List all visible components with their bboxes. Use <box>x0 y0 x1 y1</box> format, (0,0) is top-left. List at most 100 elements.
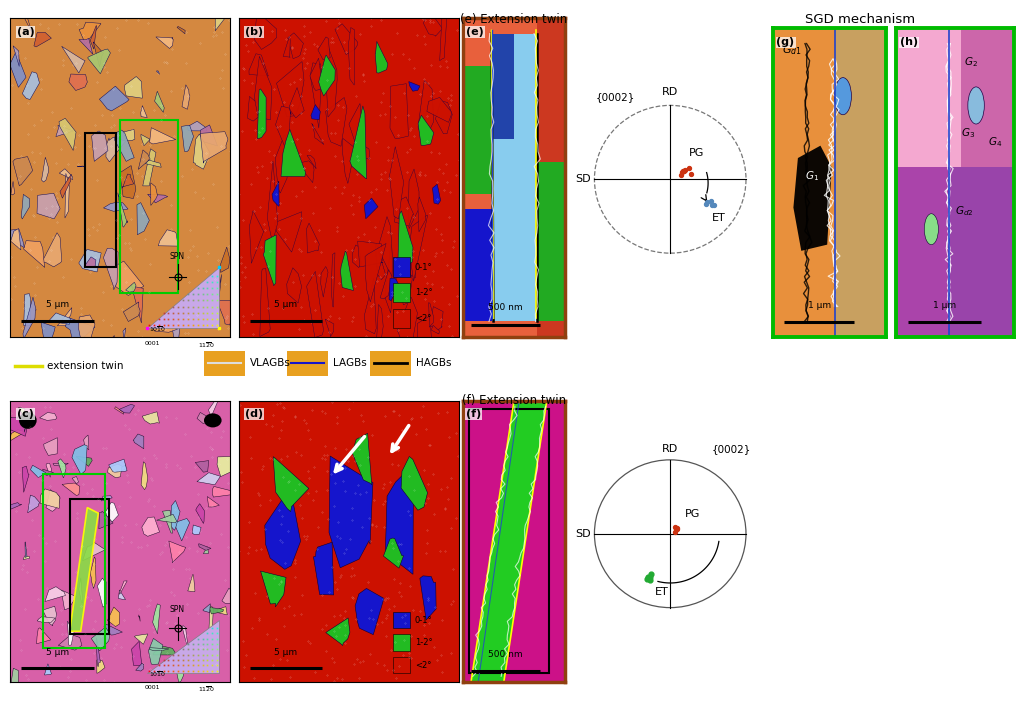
Polygon shape <box>84 435 89 450</box>
Polygon shape <box>146 267 219 328</box>
Polygon shape <box>212 486 234 497</box>
Point <box>642 572 658 583</box>
Polygon shape <box>152 323 177 333</box>
Polygon shape <box>11 181 14 195</box>
Text: 0001: 0001 <box>144 685 160 690</box>
Polygon shape <box>20 6 33 33</box>
Polygon shape <box>91 627 110 651</box>
Polygon shape <box>58 634 82 650</box>
Polygon shape <box>199 543 211 550</box>
Bar <box>393 309 411 328</box>
Bar <box>961 28 1014 167</box>
Polygon shape <box>66 317 95 344</box>
Polygon shape <box>79 250 101 272</box>
Polygon shape <box>99 86 129 111</box>
Polygon shape <box>108 464 122 478</box>
Polygon shape <box>23 466 29 492</box>
Polygon shape <box>267 161 278 239</box>
Polygon shape <box>96 638 100 667</box>
Polygon shape <box>326 618 350 645</box>
Ellipse shape <box>835 77 851 115</box>
Bar <box>393 612 411 628</box>
Polygon shape <box>123 302 140 321</box>
Polygon shape <box>79 315 95 341</box>
Polygon shape <box>410 215 427 281</box>
Point <box>698 199 715 210</box>
Point <box>667 522 683 533</box>
Polygon shape <box>289 87 304 118</box>
Polygon shape <box>418 316 432 354</box>
Bar <box>393 634 411 651</box>
Polygon shape <box>8 415 27 437</box>
Polygon shape <box>276 62 304 117</box>
Polygon shape <box>98 511 113 529</box>
Text: (f) Extension twin: (f) Extension twin <box>462 394 566 406</box>
Polygon shape <box>46 490 60 511</box>
Polygon shape <box>119 590 126 600</box>
Bar <box>85 133 116 267</box>
Text: (b): (b) <box>245 27 263 37</box>
Text: {0002}: {0002} <box>596 92 635 102</box>
Point <box>675 165 691 176</box>
Text: (e) Extension twin: (e) Extension twin <box>461 13 567 25</box>
Polygon shape <box>176 302 191 326</box>
Polygon shape <box>196 460 209 472</box>
Polygon shape <box>57 459 66 478</box>
Text: 5 μm: 5 μm <box>274 647 298 657</box>
Text: HAGBs: HAGBs <box>416 359 452 368</box>
Polygon shape <box>197 413 211 424</box>
Text: 0-1°: 0-1° <box>415 616 432 624</box>
Point <box>642 574 658 586</box>
Polygon shape <box>420 576 436 620</box>
Text: <2°: <2° <box>415 661 431 669</box>
Polygon shape <box>108 607 120 626</box>
Polygon shape <box>6 503 22 511</box>
Text: 1-2°: 1-2° <box>415 288 432 297</box>
Polygon shape <box>281 129 305 176</box>
Polygon shape <box>418 81 433 143</box>
Polygon shape <box>126 282 136 292</box>
Text: $G_4$: $G_4$ <box>988 136 1002 150</box>
Polygon shape <box>173 652 193 656</box>
Point <box>667 526 683 537</box>
Text: 500 nm: 500 nm <box>488 303 522 312</box>
Polygon shape <box>196 503 205 524</box>
Polygon shape <box>123 129 135 141</box>
Polygon shape <box>248 96 262 121</box>
Polygon shape <box>142 149 156 186</box>
Polygon shape <box>34 32 51 47</box>
Polygon shape <box>45 587 66 602</box>
Polygon shape <box>57 308 72 325</box>
Polygon shape <box>409 169 419 228</box>
Polygon shape <box>375 41 388 73</box>
Polygon shape <box>385 475 414 574</box>
Polygon shape <box>396 247 416 278</box>
Polygon shape <box>24 294 31 325</box>
Point <box>705 200 721 211</box>
Polygon shape <box>105 137 126 162</box>
Polygon shape <box>423 10 442 37</box>
Polygon shape <box>794 146 831 251</box>
Polygon shape <box>260 269 270 337</box>
Polygon shape <box>24 556 30 560</box>
Polygon shape <box>105 503 119 522</box>
Polygon shape <box>11 669 18 688</box>
Polygon shape <box>134 634 147 644</box>
Text: (a): (a) <box>16 27 35 37</box>
Text: 1 μm: 1 μm <box>933 301 955 309</box>
Polygon shape <box>96 659 105 673</box>
Polygon shape <box>56 125 74 136</box>
Polygon shape <box>77 166 85 167</box>
Point <box>640 572 656 583</box>
Text: $G_3$: $G_3$ <box>961 127 975 140</box>
Point <box>673 169 689 181</box>
Polygon shape <box>287 268 302 303</box>
Polygon shape <box>348 27 354 85</box>
Point <box>643 569 659 580</box>
Polygon shape <box>156 37 173 49</box>
Polygon shape <box>197 472 220 484</box>
Polygon shape <box>275 106 291 155</box>
Point <box>706 200 722 211</box>
Polygon shape <box>37 193 60 219</box>
Text: 5 μm: 5 μm <box>46 299 70 309</box>
